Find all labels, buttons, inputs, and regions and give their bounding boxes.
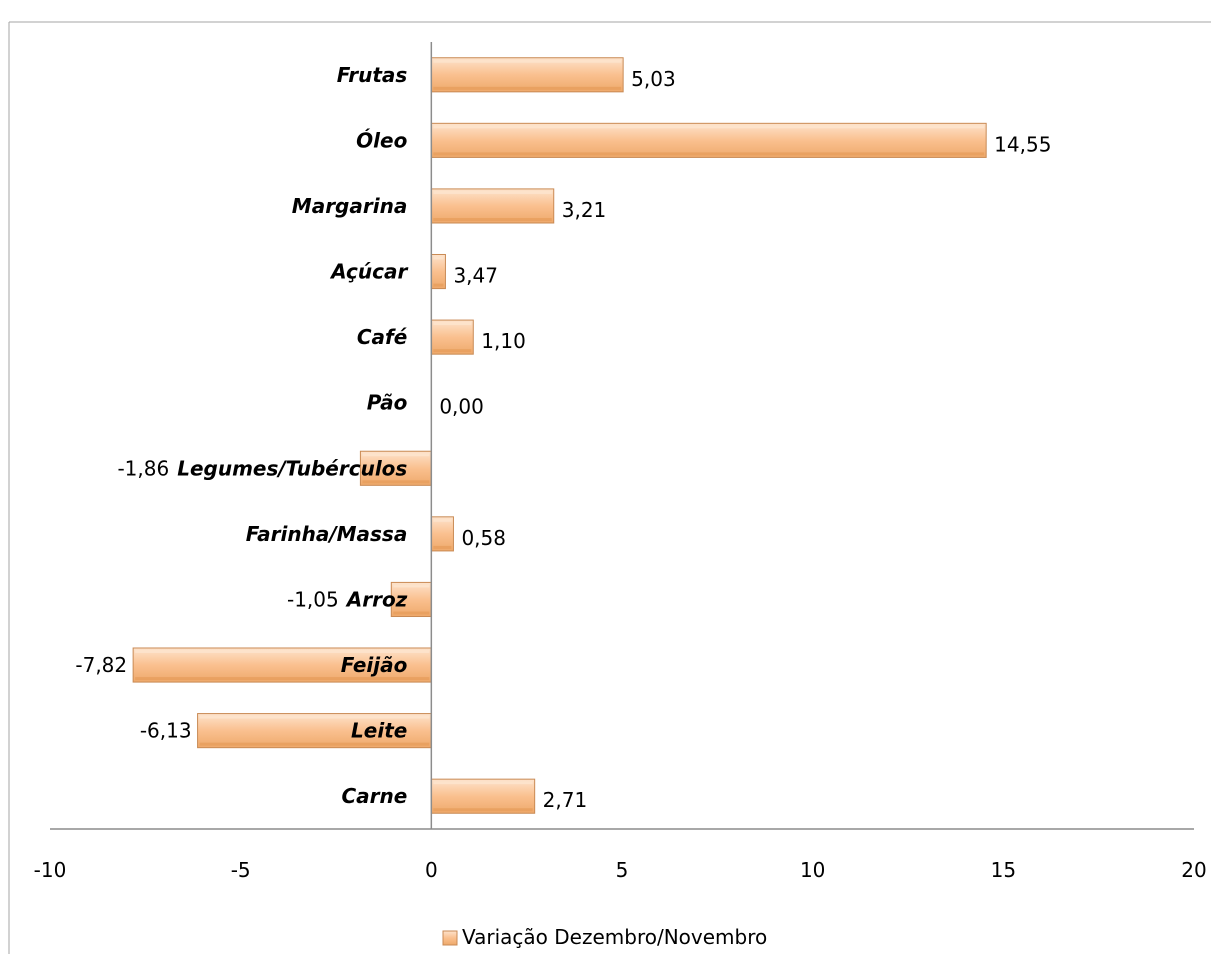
data-label: 1,10 — [481, 329, 526, 353]
legend: Variação Dezembro/Novembro — [442, 925, 767, 949]
bar — [430, 516, 454, 552]
category-label: Feijão — [341, 653, 408, 677]
data-label: -7,82 — [75, 653, 127, 677]
bar — [197, 713, 432, 749]
data-label: 0,58 — [461, 526, 506, 550]
bar — [430, 188, 555, 224]
x-tick-label: 20 — [1181, 858, 1206, 882]
bar — [390, 581, 432, 618]
bar — [132, 647, 432, 683]
category-label: Café — [357, 325, 407, 349]
x-tick-label: -10 — [34, 858, 67, 882]
bar — [430, 778, 536, 814]
bar — [430, 57, 624, 93]
category-label: Pão — [367, 391, 408, 415]
x-tick-label: 10 — [800, 858, 825, 882]
category-label: Óleo — [356, 128, 407, 152]
data-label: 2,71 — [543, 788, 588, 812]
category-label: Farinha/Massa — [246, 522, 408, 546]
x-tick-label: 0 — [425, 858, 438, 882]
category-label: Arroz — [345, 587, 408, 611]
legend-label: Variação Dezembro/Novembro — [462, 925, 767, 949]
category-labels: Carne Leite Feijão Arroz Farinha/Massa Legume… — [177, 63, 408, 808]
bar — [359, 450, 432, 486]
x-tick-label: 15 — [991, 858, 1016, 882]
category-label: Legumes/Tubérculos — [177, 456, 407, 480]
bar — [430, 122, 987, 158]
bars-layer — [132, 57, 987, 814]
category-label: Frutas — [337, 63, 408, 87]
data-label: 3,21 — [562, 198, 607, 222]
bar — [430, 253, 446, 290]
bar — [430, 319, 474, 355]
category-label: Leite — [351, 719, 407, 743]
data-label: 5,03 — [631, 67, 676, 91]
category-label: Açúcar — [329, 260, 408, 284]
data-label: -1,86 — [117, 456, 169, 480]
data-label: -1,05 — [287, 587, 339, 611]
x-tick-label: 5 — [616, 858, 629, 882]
data-label: -6,13 — [140, 719, 192, 743]
category-label: Margarina — [292, 194, 408, 218]
data-label: 3,47 — [453, 264, 498, 288]
data-label: 14,55 — [994, 132, 1051, 156]
legend-swatch — [442, 930, 458, 946]
data-label: 0,00 — [439, 395, 484, 419]
axis-layer — [50, 42, 1194, 830]
x-tick-labels: -10 -5 0 5 10 15 20 — [34, 858, 1207, 882]
category-label: Carne — [341, 784, 407, 808]
x-tick-label: -5 — [231, 858, 251, 882]
data-labels: 2,71 -6,13 -7,82 -1,05 0,58 -1,86 0,00 1,10 3,47… — [75, 67, 1051, 812]
legend-item: Variação Dezembro/Novembro — [442, 925, 767, 949]
